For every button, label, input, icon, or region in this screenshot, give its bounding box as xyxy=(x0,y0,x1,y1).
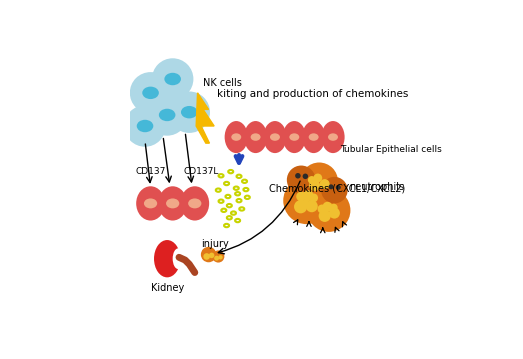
Ellipse shape xyxy=(323,202,333,212)
Polygon shape xyxy=(196,93,214,143)
Text: neutrophils: neutrophils xyxy=(349,182,405,192)
Ellipse shape xyxy=(231,133,241,141)
Ellipse shape xyxy=(302,121,325,153)
Ellipse shape xyxy=(270,133,280,141)
Ellipse shape xyxy=(336,185,341,190)
Ellipse shape xyxy=(203,253,210,260)
Ellipse shape xyxy=(295,173,301,178)
Ellipse shape xyxy=(319,210,331,222)
Ellipse shape xyxy=(283,121,306,153)
Ellipse shape xyxy=(308,189,350,232)
Ellipse shape xyxy=(309,180,320,191)
Ellipse shape xyxy=(328,184,334,189)
Ellipse shape xyxy=(159,109,175,121)
Ellipse shape xyxy=(328,133,338,141)
Ellipse shape xyxy=(166,199,179,208)
Ellipse shape xyxy=(329,208,340,219)
Text: NK cells: NK cells xyxy=(203,78,242,88)
Ellipse shape xyxy=(283,177,330,224)
Ellipse shape xyxy=(303,173,308,179)
Ellipse shape xyxy=(212,251,224,262)
Ellipse shape xyxy=(173,248,184,269)
Ellipse shape xyxy=(152,58,194,100)
Ellipse shape xyxy=(130,72,172,113)
Ellipse shape xyxy=(209,253,214,258)
Ellipse shape xyxy=(320,179,329,189)
Ellipse shape xyxy=(301,200,309,207)
Ellipse shape xyxy=(244,121,267,153)
Ellipse shape xyxy=(137,120,153,132)
Ellipse shape xyxy=(144,199,157,208)
Ellipse shape xyxy=(313,173,322,182)
Ellipse shape xyxy=(142,87,159,99)
Ellipse shape xyxy=(321,177,348,204)
Text: Chemokines (CXCL1/CXCL2): Chemokines (CXCL1/CXCL2) xyxy=(269,183,406,193)
Ellipse shape xyxy=(317,205,326,213)
Text: kiting and production of chemokines: kiting and production of chemokines xyxy=(217,89,408,99)
Ellipse shape xyxy=(180,186,209,220)
Ellipse shape xyxy=(181,106,198,118)
Ellipse shape xyxy=(124,105,166,147)
Ellipse shape xyxy=(154,240,180,278)
Ellipse shape xyxy=(287,165,315,194)
Ellipse shape xyxy=(168,92,210,133)
Ellipse shape xyxy=(158,186,187,220)
Ellipse shape xyxy=(309,133,319,141)
Text: CD137L: CD137L xyxy=(184,167,219,176)
Ellipse shape xyxy=(214,256,219,261)
Ellipse shape xyxy=(330,204,338,211)
Ellipse shape xyxy=(305,200,318,212)
Ellipse shape xyxy=(164,73,181,85)
Text: Tubular Epithelial cells: Tubular Epithelial cells xyxy=(340,145,441,154)
Ellipse shape xyxy=(322,121,345,153)
Text: CD137: CD137 xyxy=(135,167,166,176)
Ellipse shape xyxy=(136,186,165,220)
Ellipse shape xyxy=(294,200,308,213)
Ellipse shape xyxy=(251,133,260,141)
Ellipse shape xyxy=(289,133,299,141)
Ellipse shape xyxy=(188,199,201,208)
Ellipse shape xyxy=(201,247,217,262)
Text: injury: injury xyxy=(201,239,229,249)
Text: Kidney: Kidney xyxy=(151,283,184,293)
Ellipse shape xyxy=(308,176,315,184)
Ellipse shape xyxy=(303,190,314,201)
Ellipse shape xyxy=(225,121,248,153)
Ellipse shape xyxy=(264,121,287,153)
Ellipse shape xyxy=(218,255,223,260)
Ellipse shape xyxy=(296,191,306,201)
Ellipse shape xyxy=(300,163,338,200)
Ellipse shape xyxy=(146,94,188,136)
Ellipse shape xyxy=(309,194,318,202)
